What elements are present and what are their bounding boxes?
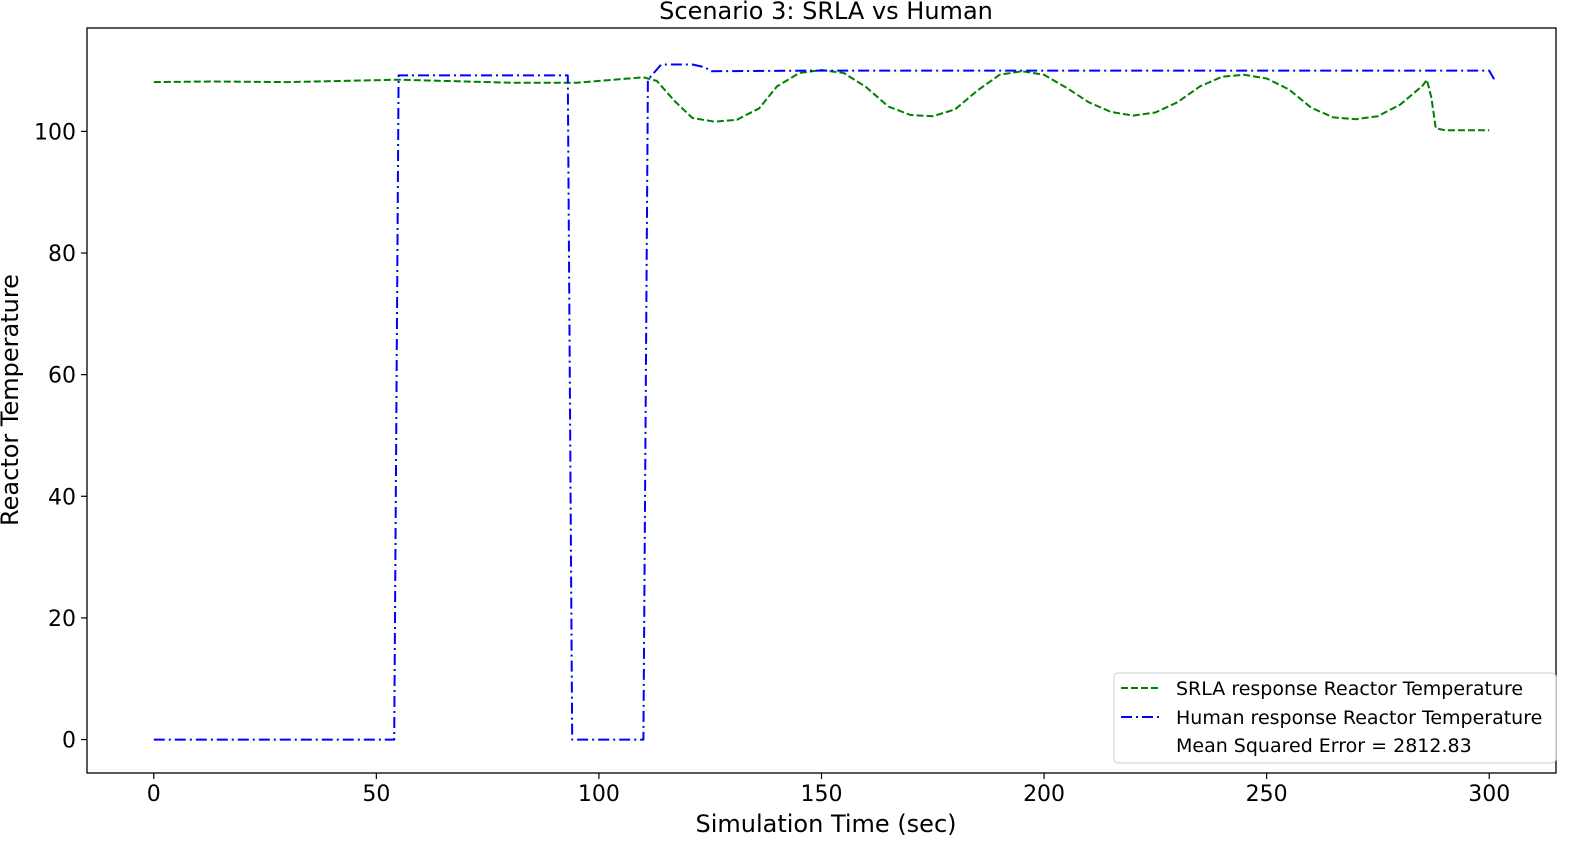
legend-label-srla: SRLA response Reactor Temperature	[1176, 678, 1523, 700]
x-tick-label: 0	[147, 782, 161, 807]
legend: SRLA response Reactor Temperature Human …	[1113, 672, 1557, 764]
x-tick-label: 250	[1246, 782, 1288, 807]
plot-frame	[86, 27, 1557, 774]
series-line-1	[153, 63, 1499, 741]
y-axis: 0 20 40 60 80 100	[34, 120, 87, 754]
y-tick-label: 80	[48, 242, 76, 267]
y-axis-label: Reactor Temperature	[0, 274, 24, 526]
y-tick-label: 20	[48, 607, 76, 632]
y-tick-label: 40	[48, 485, 76, 510]
legend-label-mse: Mean Squared Error = 2812.83	[1176, 735, 1472, 757]
x-tick-label: 150	[801, 782, 843, 807]
y-tick-label: 100	[34, 120, 76, 145]
chart-title: Scenario 3: SRLA vs Human	[659, 0, 993, 25]
legend-label-human: Human response Reactor Temperature	[1176, 707, 1542, 729]
x-tick-label: 100	[578, 782, 620, 807]
plot-area	[86, 27, 1557, 774]
x-tick-label: 300	[1468, 782, 1510, 807]
series-line-0	[153, 69, 1490, 132]
series-layer	[153, 63, 1499, 741]
x-axis: 0 50 100 150 200 250 300	[147, 773, 1510, 807]
legend-box	[1113, 672, 1557, 764]
y-tick-label: 0	[62, 729, 76, 754]
y-tick-label: 60	[48, 364, 76, 389]
x-tick-label: 200	[1023, 782, 1065, 807]
x-tick-label: 50	[362, 782, 390, 807]
x-axis-label: Simulation Time (sec)	[695, 810, 956, 838]
